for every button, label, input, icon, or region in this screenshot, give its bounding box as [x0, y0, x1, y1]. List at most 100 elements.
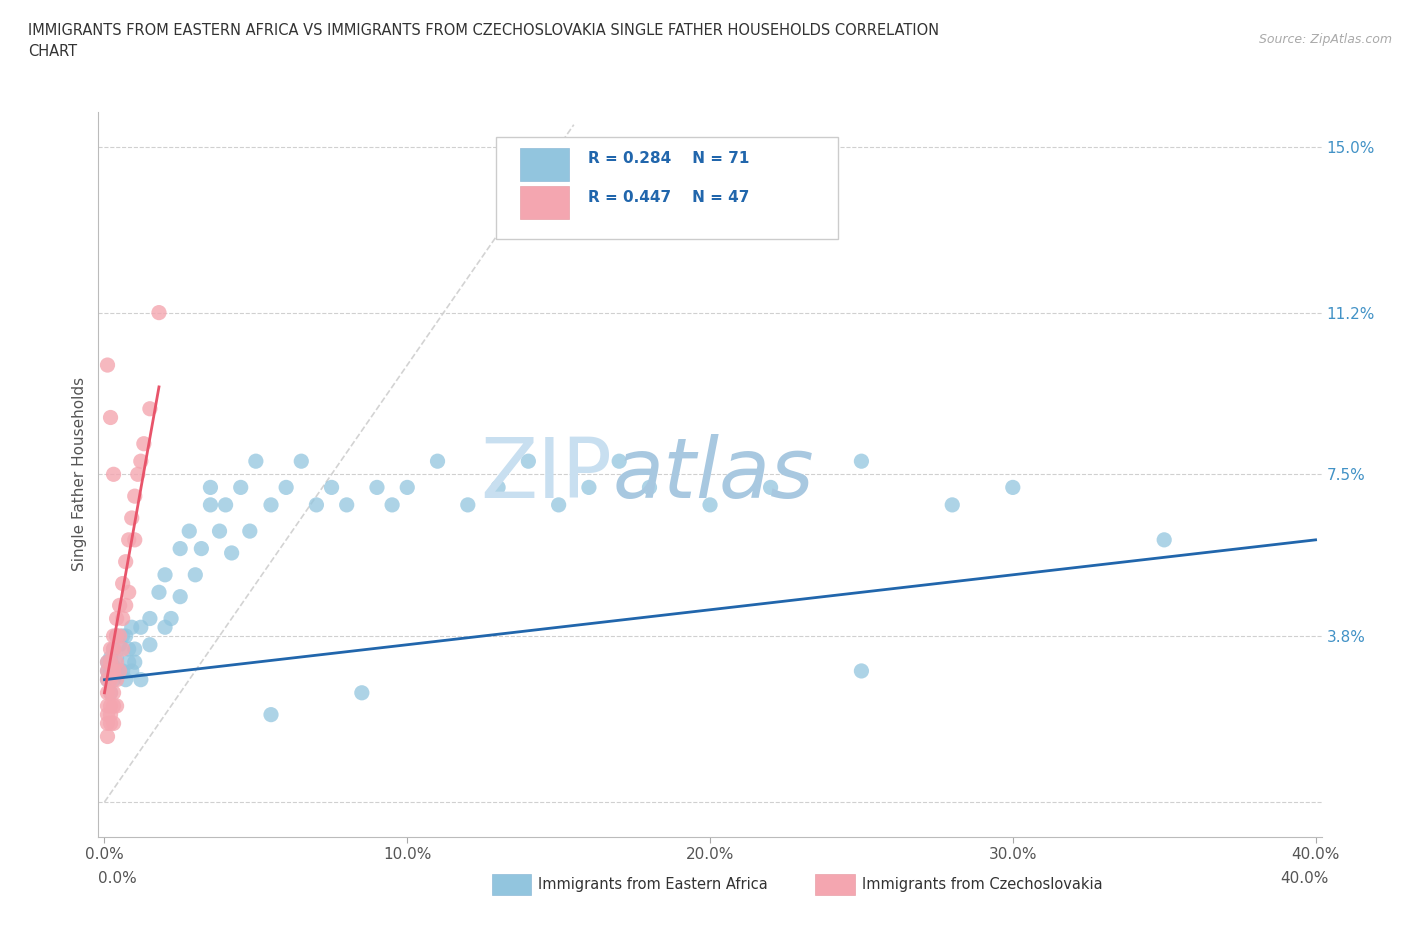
Point	[276, 480, 298, 495]
Point	[108, 598, 131, 613]
Point	[396, 480, 419, 495]
Point	[260, 707, 283, 722]
Point	[103, 642, 125, 657]
Text: Immigrants from Eastern Africa: Immigrants from Eastern Africa	[538, 877, 768, 892]
Point	[108, 629, 131, 644]
Point	[547, 498, 569, 512]
Point	[139, 637, 162, 652]
Point	[124, 532, 146, 547]
Point	[121, 619, 143, 634]
Point	[114, 672, 136, 687]
Point	[96, 716, 118, 731]
Text: atlas: atlas	[612, 433, 814, 515]
Point	[103, 663, 125, 678]
Point	[208, 524, 231, 538]
Point	[100, 650, 122, 665]
Point	[100, 716, 122, 731]
Point	[179, 524, 201, 538]
Point	[169, 590, 191, 604]
Point	[100, 655, 122, 670]
Point	[100, 707, 122, 722]
Point	[229, 480, 252, 495]
Text: CHART: CHART	[28, 44, 77, 59]
Point	[105, 650, 128, 665]
Point	[111, 642, 134, 657]
Point	[245, 454, 267, 469]
Point	[381, 498, 404, 512]
Point	[114, 554, 136, 569]
Point	[699, 498, 721, 512]
Point	[1153, 532, 1175, 547]
Point	[941, 498, 963, 512]
Point	[190, 541, 212, 556]
Point	[139, 402, 162, 417]
Point	[111, 663, 134, 678]
Point	[100, 685, 122, 700]
Point	[96, 655, 118, 670]
Point	[105, 698, 128, 713]
Point	[96, 672, 118, 687]
Point	[200, 498, 222, 512]
Point	[260, 498, 283, 512]
Point	[96, 672, 118, 687]
Point	[169, 541, 191, 556]
Point	[121, 511, 143, 525]
Point	[290, 454, 312, 469]
Point	[108, 663, 131, 678]
Point	[114, 598, 136, 613]
Text: ZIP: ZIP	[481, 433, 612, 515]
Point	[153, 619, 176, 634]
Point	[366, 480, 388, 495]
Point	[103, 467, 125, 482]
Point	[607, 454, 630, 469]
Point	[350, 685, 373, 700]
Point	[103, 716, 125, 731]
Text: Immigrants from Czechoslovakia: Immigrants from Czechoslovakia	[862, 877, 1102, 892]
Point	[148, 305, 170, 320]
Point	[118, 655, 141, 670]
Point	[124, 488, 146, 503]
Point	[129, 672, 152, 687]
Point	[517, 454, 540, 469]
Point	[129, 619, 152, 634]
Point	[114, 629, 136, 644]
Text: R = 0.284    N = 71: R = 0.284 N = 71	[588, 152, 749, 166]
Point	[105, 655, 128, 670]
Point	[100, 642, 122, 657]
Text: Source: ZipAtlas.com: Source: ZipAtlas.com	[1258, 33, 1392, 46]
Point	[160, 611, 183, 626]
Point	[851, 454, 873, 469]
Y-axis label: Single Father Households: Single Father Households	[72, 378, 87, 571]
Point	[96, 698, 118, 713]
Point	[96, 729, 118, 744]
Point	[127, 467, 149, 482]
Point	[105, 611, 128, 626]
Point	[105, 629, 128, 644]
Point	[118, 642, 141, 657]
Point	[105, 672, 128, 687]
Point	[851, 663, 873, 678]
Point	[200, 480, 222, 495]
Text: IMMIGRANTS FROM EASTERN AFRICA VS IMMIGRANTS FROM CZECHOSLOVAKIA SINGLE FATHER H: IMMIGRANTS FROM EASTERN AFRICA VS IMMIGR…	[28, 23, 939, 38]
Bar	[520, 186, 569, 219]
Point	[638, 480, 661, 495]
Point	[239, 524, 262, 538]
FancyBboxPatch shape	[496, 137, 838, 239]
Bar	[520, 148, 569, 180]
Point	[221, 546, 243, 561]
Point	[184, 567, 207, 582]
Point	[578, 480, 600, 495]
Point	[457, 498, 479, 512]
Point	[108, 637, 131, 652]
Point	[103, 629, 125, 644]
Point	[118, 532, 141, 547]
Point	[214, 498, 236, 512]
Point	[321, 480, 343, 495]
Point	[100, 663, 122, 678]
Point	[111, 629, 134, 644]
Point	[100, 672, 122, 687]
Point	[96, 655, 118, 670]
Point	[96, 663, 118, 678]
Point	[132, 436, 155, 451]
Point	[103, 642, 125, 657]
